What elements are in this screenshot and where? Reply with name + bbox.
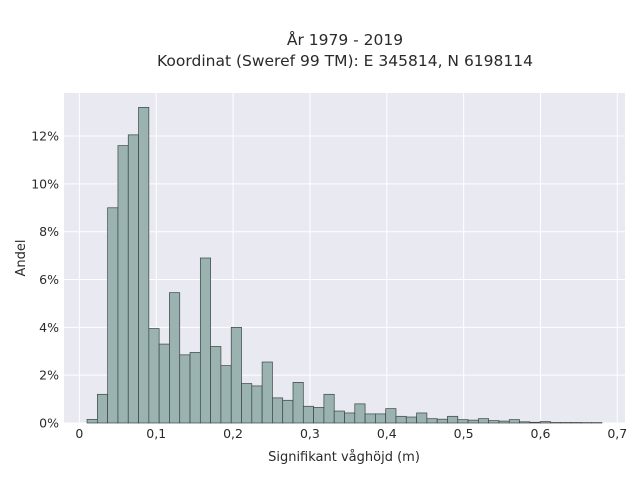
- histogram-bar: [313, 407, 325, 424]
- histogram-bar: [354, 403, 366, 424]
- y-tick-label: 8%: [39, 224, 59, 239]
- histogram-bar: [519, 421, 531, 424]
- histogram-bar: [282, 399, 294, 424]
- histogram-bar: [179, 354, 191, 424]
- histogram-bar: [241, 383, 253, 424]
- chart-title-line-1: År 1979 - 2019: [287, 30, 403, 49]
- histogram-bar: [107, 207, 119, 424]
- histogram-bar: [169, 292, 181, 424]
- y-tick-label: 10%: [31, 176, 59, 191]
- histogram-bar: [117, 145, 129, 424]
- y-tick-label: 0%: [39, 416, 59, 431]
- histogram-bar: [344, 412, 356, 424]
- x-tick-label: 0,4: [377, 426, 397, 441]
- histogram-bar: [261, 361, 273, 424]
- histogram-bar: [508, 419, 520, 424]
- x-tick-label: 0,7: [607, 426, 627, 441]
- x-tick-label: 0: [75, 426, 83, 441]
- histogram-bar: [426, 418, 438, 424]
- histogram-bar: [138, 106, 150, 424]
- y-axis-label: Andel: [14, 240, 29, 277]
- histogram-bar: [220, 365, 232, 424]
- x-tick-label: 0,5: [454, 426, 474, 441]
- histogram-bar: [158, 343, 170, 424]
- histogram-bar: [385, 408, 397, 424]
- x-axis-label: Signifikant våghöjd (m): [268, 450, 420, 465]
- y-tick-label: 6%: [39, 272, 59, 287]
- histogram-bar: [457, 419, 469, 424]
- y-tick-label: 4%: [39, 320, 59, 335]
- histogram-bar: [189, 352, 201, 424]
- histogram-bar: [272, 397, 284, 424]
- histogram-bar: [395, 415, 407, 424]
- x-axis-ticks: 0 0,1 0,2 0,3 0,4 0,5 0,6 0,7: [75, 426, 627, 441]
- histogram-bar: [323, 393, 335, 424]
- histogram-bar: [539, 421, 551, 424]
- histogram-bar: [292, 381, 304, 424]
- histogram-bar: [199, 257, 211, 424]
- histogram-bar: [488, 420, 500, 424]
- histogram-bar: [478, 418, 490, 424]
- histogram-bar: [375, 413, 387, 424]
- histogram-bar: [97, 393, 109, 424]
- chart-title-line-2: Koordinat (Sweref 99 TM): E 345814, N 61…: [157, 52, 533, 70]
- x-tick-label: 0,6: [531, 426, 551, 441]
- histogram-bar: [498, 420, 510, 424]
- histogram-bar: [86, 419, 98, 424]
- histogram-bar: [251, 385, 263, 424]
- x-tick-label: 0,1: [146, 426, 166, 441]
- histogram-bar: [405, 416, 417, 424]
- histogram-bar: [529, 421, 541, 424]
- x-tick-label: 0,3: [300, 426, 320, 441]
- histogram-bar: [436, 418, 448, 424]
- histogram-bar: [210, 346, 222, 424]
- y-tick-label: 2%: [39, 368, 59, 383]
- histogram-bar: [467, 419, 479, 424]
- histogram-bar: [416, 412, 428, 424]
- histogram-bars: [86, 106, 603, 424]
- y-tick-label: 12%: [31, 129, 59, 144]
- histogram-bar: [333, 410, 345, 424]
- y-axis-ticks: 0% 2% 4% 6% 8% 10% 12%: [31, 129, 59, 431]
- histogram-bar: [127, 134, 139, 424]
- histogram-bar: [148, 328, 160, 424]
- histogram-bar: [230, 326, 242, 424]
- histogram-bar: [302, 405, 314, 424]
- histogram-bar: [447, 415, 459, 424]
- x-tick-label: 0,2: [223, 426, 243, 441]
- histogram-bar: [364, 413, 376, 424]
